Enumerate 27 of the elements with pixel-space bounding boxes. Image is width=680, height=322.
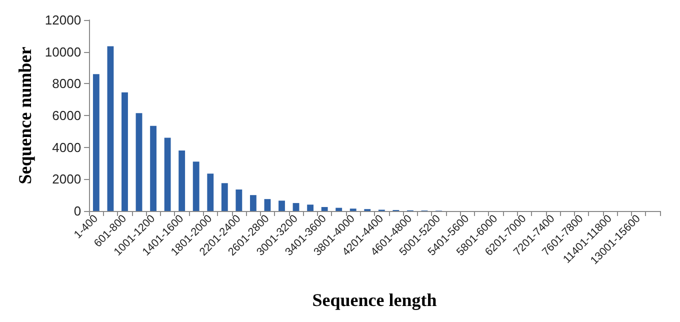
bar: [336, 208, 342, 211]
y-tick-label: 4000: [52, 140, 82, 155]
bar: [250, 195, 256, 211]
bar: [207, 174, 214, 211]
bar: [164, 138, 171, 211]
y-tick-label: 8000: [52, 76, 82, 92]
bar: [221, 183, 228, 211]
y-tick-label: 2000: [52, 172, 82, 187]
bar: [264, 199, 271, 211]
bar: [236, 190, 242, 211]
bar: [178, 150, 186, 211]
x-axis-title: Sequence length: [312, 290, 437, 310]
bar: [107, 46, 114, 211]
bar: [278, 200, 285, 211]
bar: [307, 204, 314, 211]
bar: [292, 203, 300, 211]
y-tick-label: 6000: [52, 108, 82, 123]
bar: [192, 162, 200, 211]
bar: [150, 126, 156, 211]
y-tick-label: 10000: [44, 44, 82, 60]
y-axis-title: Sequence number: [15, 46, 35, 184]
bar: [136, 113, 142, 211]
bar: [321, 207, 328, 211]
y-tick-label: 12000: [44, 12, 82, 28]
bar: [92, 74, 100, 211]
bar: [122, 92, 128, 211]
y-tick-label: 0: [74, 204, 82, 218]
